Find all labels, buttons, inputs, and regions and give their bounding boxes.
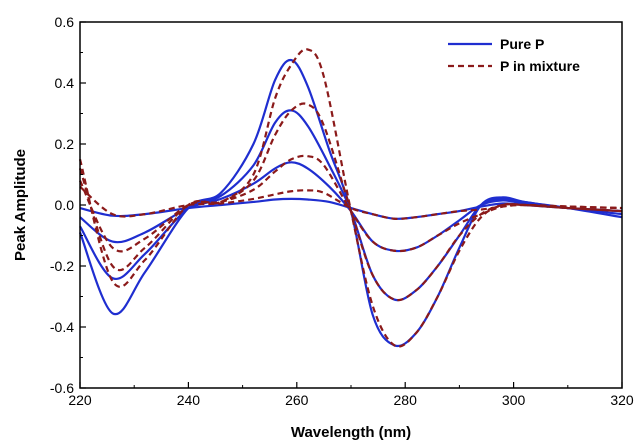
y-tick-label: 0.2 [55, 136, 75, 152]
x-tick-label: 260 [285, 392, 309, 408]
x-tick-label: 300 [502, 392, 526, 408]
y-tick-label: 0.6 [55, 14, 75, 30]
y-axis-title: Peak Amplitude [12, 149, 29, 261]
series-layer [78, 48, 623, 348]
y-tick-label: -0.2 [50, 258, 74, 274]
series-line-pure-4 [78, 59, 623, 348]
series-line-mixture-7 [78, 102, 623, 302]
y-tick-label: -0.6 [50, 380, 74, 396]
ticks-layer: 220 240 260 280 300 320 -0.6 -0.4 -0.2 0.0 0.2 0.4 0… [50, 14, 634, 408]
y-tick-label: -0.4 [50, 319, 74, 335]
legend-label-pure-p: Pure P [500, 36, 544, 52]
x-tick-label: 280 [394, 392, 418, 408]
y-tick-label: 0.4 [55, 75, 75, 91]
x-tick-label: 320 [610, 392, 634, 408]
series-line-mixture-8 [78, 48, 623, 348]
x-tick-label: 220 [68, 392, 92, 408]
legend: Pure P P in mixture [448, 36, 580, 74]
x-axis-title: Wavelength (nm) [291, 424, 411, 440]
legend-label-p-in-mixture: P in mixture [500, 58, 580, 74]
x-tick-label: 240 [177, 392, 201, 408]
y-tick-label: 0.0 [55, 197, 75, 213]
